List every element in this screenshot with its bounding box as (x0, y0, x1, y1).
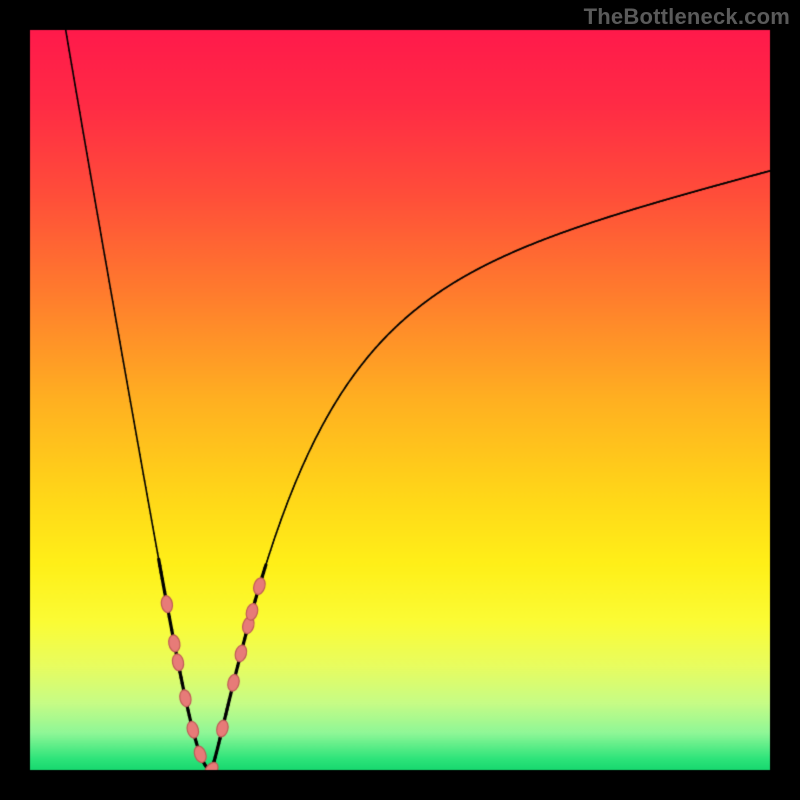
bottleneck-curve-chart (0, 0, 800, 800)
chart-stage: TheBottleneck.com (0, 0, 800, 800)
watermark-text: TheBottleneck.com (584, 4, 790, 30)
